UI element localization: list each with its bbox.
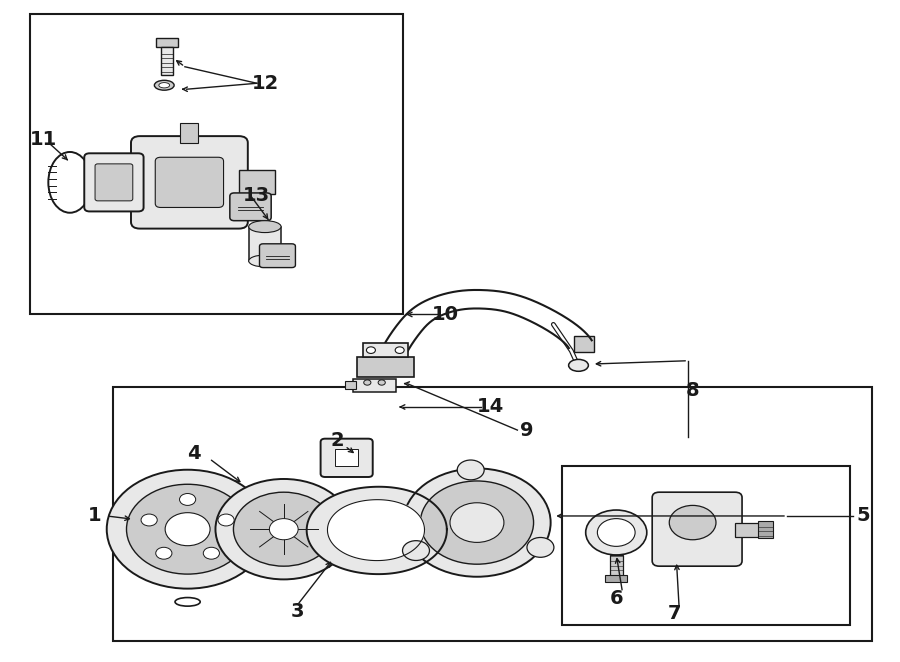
Text: 7: 7 (668, 604, 681, 623)
Ellipse shape (569, 359, 589, 371)
Circle shape (395, 347, 404, 354)
Circle shape (366, 347, 375, 354)
Text: 10: 10 (432, 305, 459, 324)
Circle shape (450, 502, 504, 542)
Circle shape (403, 469, 551, 577)
Circle shape (107, 470, 268, 589)
Bar (363, 343, 408, 357)
Text: 9: 9 (519, 420, 533, 440)
Bar (735, 522, 760, 537)
Bar (574, 336, 594, 352)
Text: 4: 4 (187, 444, 201, 463)
Circle shape (457, 460, 484, 480)
Circle shape (203, 547, 220, 559)
Ellipse shape (155, 80, 174, 90)
Text: 14: 14 (477, 397, 504, 416)
Text: 11: 11 (31, 130, 58, 149)
Circle shape (165, 512, 210, 545)
FancyBboxPatch shape (95, 164, 133, 201)
FancyBboxPatch shape (230, 193, 271, 220)
Bar (758, 521, 772, 538)
Ellipse shape (248, 220, 281, 232)
Circle shape (378, 380, 385, 385)
Circle shape (141, 514, 158, 526)
Circle shape (156, 547, 172, 559)
Circle shape (364, 380, 371, 385)
Circle shape (527, 538, 554, 557)
Bar (180, 123, 198, 143)
Bar (248, 226, 281, 261)
Text: 8: 8 (686, 381, 699, 400)
Bar (356, 357, 414, 377)
Bar (238, 171, 274, 194)
FancyBboxPatch shape (652, 492, 742, 566)
FancyBboxPatch shape (375, 399, 395, 430)
Bar (335, 449, 358, 467)
Circle shape (586, 510, 647, 555)
Text: 6: 6 (609, 589, 623, 608)
Bar (31, 14, 403, 314)
FancyBboxPatch shape (85, 154, 144, 211)
Text: 1: 1 (88, 506, 102, 526)
Circle shape (127, 485, 248, 574)
Bar (157, 38, 177, 47)
Circle shape (269, 518, 298, 540)
Circle shape (670, 505, 716, 540)
Polygon shape (328, 500, 425, 561)
Text: 12: 12 (252, 73, 279, 93)
Text: 13: 13 (243, 186, 270, 205)
FancyBboxPatch shape (259, 244, 295, 267)
FancyBboxPatch shape (156, 158, 223, 207)
Circle shape (598, 518, 635, 546)
FancyBboxPatch shape (131, 136, 248, 228)
Bar (562, 467, 850, 625)
Bar (353, 379, 396, 392)
Bar (345, 381, 356, 389)
Circle shape (218, 514, 234, 526)
Bar (113, 387, 872, 641)
Circle shape (215, 479, 352, 579)
Ellipse shape (159, 83, 169, 88)
Text: 3: 3 (291, 602, 304, 621)
Circle shape (420, 481, 534, 564)
Circle shape (179, 493, 195, 505)
Bar (160, 47, 173, 75)
Text: 5: 5 (857, 506, 870, 526)
Polygon shape (307, 487, 447, 574)
Bar (606, 575, 627, 582)
Circle shape (402, 541, 429, 561)
Ellipse shape (248, 255, 281, 267)
Circle shape (233, 492, 334, 566)
FancyBboxPatch shape (320, 439, 373, 477)
Text: 2: 2 (331, 430, 345, 449)
Bar (610, 555, 623, 577)
